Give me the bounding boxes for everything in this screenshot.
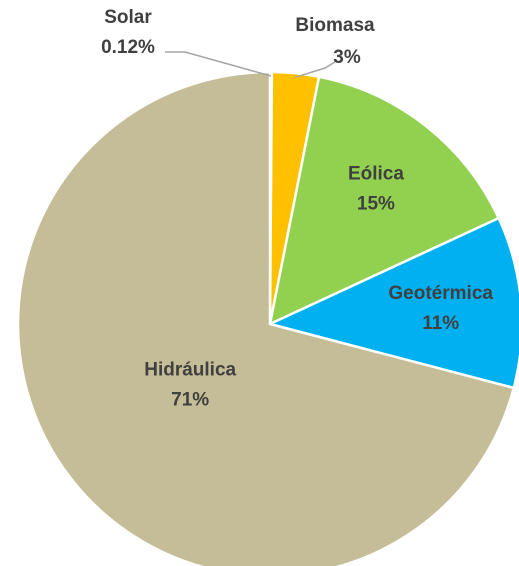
- value-label: 11%: [422, 313, 459, 334]
- slice-label: Geotérmica: [388, 283, 493, 304]
- pie-slice: [268, 75, 501, 327]
- pie-slice: [266, 216, 519, 390]
- leader-line: [294, 61, 336, 78]
- value-label: 15%: [357, 193, 395, 214]
- value-label: 0.12%: [101, 37, 155, 58]
- value-label: 71%: [171, 390, 209, 411]
- slice-label: Eólica: [348, 163, 404, 184]
- slice-label: Hidráulica: [144, 360, 236, 381]
- leader-line: [165, 51, 272, 77]
- slice-label: Solar: [104, 7, 152, 28]
- slice-label: Biomasa: [295, 15, 375, 36]
- pie-slice: [16, 70, 516, 566]
- value-label: 3%: [333, 47, 361, 68]
